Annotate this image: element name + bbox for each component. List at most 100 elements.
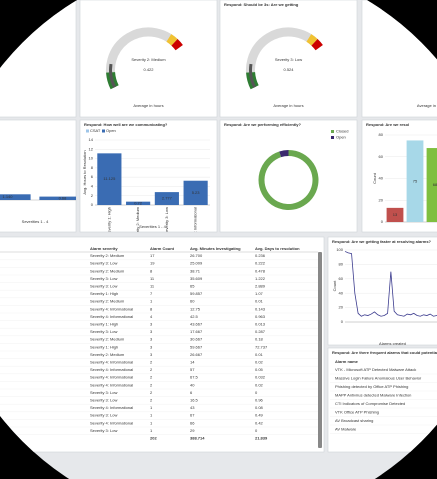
table-cell: 40 — [190, 382, 195, 387]
table-cell: Severity 1: High — [90, 344, 118, 349]
table-header: Alarm Count — [150, 246, 175, 251]
table-cell: 65 — [190, 283, 195, 288]
panel-content: Severities 1 - 4 1.140 0.68 — [0, 194, 76, 224]
panel — [0, 236, 325, 453]
table-cell: 59.667 — [190, 344, 203, 349]
y-tick-label: 0 — [341, 319, 344, 324]
x-tick-label: Severity 4: Informational — [193, 207, 198, 250]
table-cell: 3 — [150, 329, 153, 334]
bar — [0, 194, 31, 200]
panel — [0, 0, 77, 118]
table-cell: 66 — [190, 420, 195, 425]
y-tick-label: 0 — [91, 202, 94, 207]
table-cell: 0.032 — [255, 375, 266, 380]
gauge-value: 0.524 — [283, 67, 294, 72]
list-item: VTK - Microsoft ATP Detected Malware Att… — [335, 367, 416, 372]
legend-swatch — [86, 129, 89, 133]
table-cell: Severity 4: Informational — [90, 420, 133, 425]
table-cell: 11 — [150, 283, 155, 288]
table-cell: Severity 2: Medium — [90, 337, 125, 342]
y-tick-label: 4 — [91, 183, 94, 188]
y-tick-label: 60 — [339, 276, 344, 281]
table-cell: 0.02 — [255, 382, 264, 387]
table-cell: 38.71 — [190, 268, 201, 273]
panel-content: Alarm severity Alarm Count Avg. Minutes In… — [0, 246, 322, 448]
table-cell: 0.01 — [255, 352, 264, 357]
table-header: Alarm severity — [90, 246, 118, 251]
legend-swatch — [331, 130, 334, 133]
bar — [183, 180, 208, 205]
table-cell: 30.667 — [190, 337, 203, 342]
y-tick-label: 10 — [89, 156, 94, 161]
table-cell: 43 — [190, 405, 195, 410]
y-axis-label: Count — [372, 172, 377, 184]
table-cell: 0 — [255, 390, 258, 395]
panel-title: Respond: Are there frequent alarms that … — [332, 350, 437, 355]
table-cell: 26.667 — [190, 352, 203, 357]
y-axis-label: Count — [332, 280, 337, 292]
table-cell: 2 — [150, 375, 153, 380]
table-cell: 2 — [150, 397, 153, 402]
y-tick-label: 20 — [379, 197, 384, 202]
bar — [386, 207, 404, 222]
list-header: Alarm name — [335, 359, 359, 364]
table-cell: Severity 2: Medium — [90, 299, 125, 304]
table-cell: 0.143 — [255, 306, 266, 311]
y-tick-label: 14 — [89, 137, 94, 142]
table-cell: 1 — [150, 299, 153, 304]
list-item: MAPP Antivirus detected Malware Infectio… — [335, 393, 411, 398]
bar — [126, 201, 151, 205]
table-cell: Severity 1: High — [90, 291, 118, 296]
table-cell: 0.236 — [255, 253, 266, 258]
table-cell: 0.478 — [255, 268, 266, 273]
y-tick-label: 6 — [91, 174, 94, 179]
table-cell: Severity 4: Informational — [90, 359, 133, 364]
table-cell: 2.889 — [255, 283, 266, 288]
table-cell: 0.287 — [255, 329, 266, 334]
table-header: Avg. Minutes Investigating — [190, 246, 241, 251]
gauge-label: Severity 3: Low — [275, 57, 302, 62]
panel — [219, 0, 358, 118]
y-tick-label: 8 — [91, 165, 94, 170]
panel — [327, 347, 437, 453]
panel-content: Respond: How well are we communicating?C… — [82, 122, 210, 250]
table-cell: 17.667 — [190, 329, 203, 334]
y-tick-label: 20 — [339, 305, 344, 310]
table-cell: 2 — [150, 390, 153, 395]
table-cell: 17 — [150, 253, 155, 258]
table-cell: Severity 1: High — [90, 321, 118, 326]
legend-label: CSAT — [90, 128, 101, 133]
panel-content: Respond: Are there frequent alarms that … — [330, 350, 437, 434]
y-tick-label: 2 — [91, 193, 94, 198]
table-cell: 1.222 — [255, 276, 266, 281]
table-cell: 6 — [190, 390, 193, 395]
table-cell: Severity 4: Informational — [90, 405, 133, 410]
table-cell: 12.75 — [190, 306, 201, 311]
panel-content: Average in hours — [417, 103, 437, 108]
table-cell: 72.737 — [255, 344, 268, 349]
legend-label: Open — [336, 135, 346, 140]
table-cell: 14 — [190, 359, 195, 364]
y-tick-label: 80 — [379, 132, 384, 137]
table-header: Avg. Days to resolution — [255, 246, 300, 251]
list-item: VTK Office ATP Phishing — [335, 410, 379, 415]
gauge-arc — [311, 39, 323, 51]
table-cell: 42.5 — [190, 314, 199, 319]
panel-content: Respond: Should be 3s: Are we getting Sev… — [224, 2, 323, 108]
panel-title: Respond: Should be 3s: Are we getting — [224, 2, 299, 7]
table-cell: 25.009 — [190, 261, 203, 266]
gauge-caption: Average in hours — [133, 103, 163, 108]
panel-content: Severity 2: Medium 0.422 Average in hours — [106, 27, 183, 108]
table-cell: 0 — [255, 428, 258, 433]
table-cell: Severity 3: Low — [90, 276, 117, 281]
y-tick-label: 40 — [379, 176, 384, 181]
table-cell: Severity 3: Low — [90, 397, 117, 402]
table-cell: 19 — [150, 261, 155, 266]
table-cell: Severity 3: Low — [90, 413, 117, 418]
panel-title: Respond: Are we resol — [366, 122, 409, 127]
bar — [39, 196, 76, 200]
y-tick-label: 100 — [336, 247, 343, 252]
x-tick-label: Severity 3: Low — [164, 207, 169, 234]
table-cell: 1 — [150, 405, 153, 410]
